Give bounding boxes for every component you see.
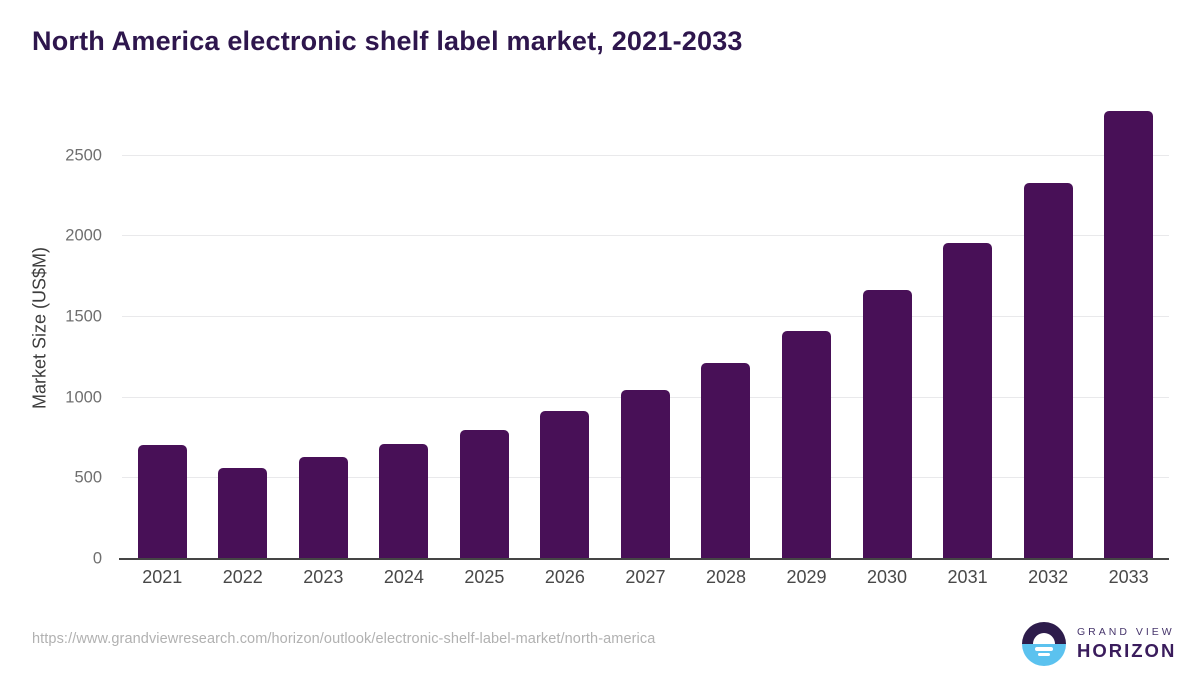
x-tick-label-2022: 2022: [222, 567, 263, 587]
x-tick-label-2031: 2031: [947, 567, 988, 587]
bar-2021: [137, 445, 187, 559]
x-tick-label-2033: 2033: [1108, 567, 1149, 587]
bar-slot-2025: [444, 429, 525, 559]
bar-2032: [1023, 183, 1073, 559]
y-tick-label-0: 0: [92, 549, 102, 568]
bar-series: [122, 97, 1169, 559]
bar-2024: [379, 444, 429, 559]
bar-2028: [701, 363, 751, 559]
x-tick-label-2026: 2026: [544, 567, 585, 587]
bar-2031: [943, 242, 993, 559]
x-tick-label-2032: 2032: [1028, 567, 1069, 587]
logo-text: GRAND VIEW HORIZON: [1077, 626, 1176, 662]
bar-slot-2028: [686, 363, 767, 559]
bar-2029: [782, 330, 832, 559]
y-tick-label-1000: 1000: [65, 388, 102, 407]
x-tick-label-2021: 2021: [142, 567, 183, 587]
x-tick-label-2030: 2030: [867, 567, 908, 587]
y-tick-label-2500: 2500: [65, 146, 102, 165]
gridline-2000: [122, 235, 1169, 237]
x-tick-label-2023: 2023: [303, 567, 344, 587]
plot-area: [119, 97, 1169, 560]
bar-slot-2029: [766, 330, 847, 559]
source-url: https://www.grandviewresearch.com/horizo…: [32, 631, 656, 647]
gridline-1500: [122, 316, 1169, 318]
bar-slot-2032: [1008, 183, 1089, 559]
x-axis-line: [119, 558, 1169, 560]
y-tick-label-1500: 1500: [65, 307, 102, 326]
bar-2033: [1104, 111, 1154, 559]
bar-2025: [459, 429, 509, 559]
bar-slot-2024: [364, 444, 445, 559]
y-tick-label-500: 500: [74, 468, 102, 487]
x-tick-label-2029: 2029: [786, 567, 827, 587]
bar-slot-2030: [847, 290, 928, 559]
y-axis-title: Market Size (US$M): [29, 246, 50, 410]
logo-product-name: HORIZON: [1077, 640, 1177, 661]
bar-slot-2021: [122, 445, 203, 559]
bar-2023: [298, 457, 348, 559]
horizon-sun-icon: [1022, 622, 1066, 666]
bar-slot-2031: [927, 242, 1008, 559]
y-axis: 0 500 1000 1500 2000 2500: [0, 97, 112, 567]
x-tick-label-2025: 2025: [464, 567, 505, 587]
bar-2026: [540, 411, 590, 559]
x-tick-label-2028: 2028: [705, 567, 746, 587]
bar-slot-2027: [605, 390, 686, 559]
bar-2022: [218, 467, 268, 559]
chart-title: North America electronic shelf label mar…: [32, 26, 743, 56]
x-axis-labels: 2021 2022 2023 2024 2025 2026 2027 2028 2029 2030…: [122, 567, 1169, 588]
x-tick-label-2024: 2024: [383, 567, 424, 587]
logo-brand-name: GRAND VIEW: [1077, 625, 1175, 638]
x-tick-label-2027: 2027: [625, 567, 666, 587]
bar-slot-2033: [1088, 111, 1169, 559]
bar-2027: [620, 390, 670, 559]
bar-slot-2023: [283, 457, 364, 559]
bar-2030: [862, 290, 912, 559]
bar-slot-2026: [525, 411, 606, 559]
y-tick-label-2000: 2000: [65, 226, 102, 245]
gridline-2500: [122, 154, 1169, 156]
bar-slot-2022: [203, 467, 284, 559]
grand-view-horizon-logo: GRAND VIEW HORIZON: [1022, 622, 1176, 666]
